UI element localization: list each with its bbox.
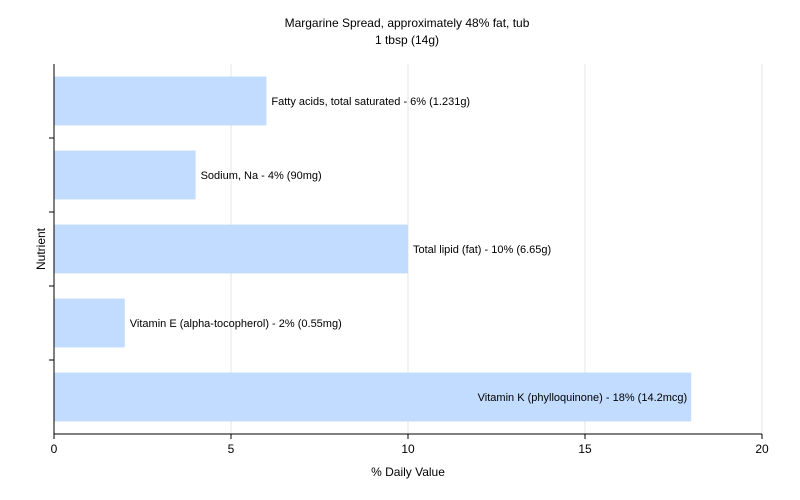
x-tick-label: 15: [578, 442, 592, 456]
bar: [54, 298, 125, 348]
chart-title: Margarine Spread, approximately 48% fat,…: [285, 16, 530, 30]
bars: [54, 76, 692, 422]
bar-data-label: Total lipid (fat) - 10% (6.65g): [413, 244, 551, 256]
x-axis-label: % Daily Value: [371, 465, 445, 479]
y-axis-label: Nutrient: [34, 227, 48, 270]
x-tick-label: 5: [228, 442, 235, 456]
x-tick-label: 0: [51, 442, 58, 456]
x-tick-label: 20: [755, 442, 769, 456]
x-ticks: 0 5 10 15 20: [49, 137, 769, 456]
bar: [54, 224, 408, 274]
chart-subtitle: 1 tbsp (14g): [375, 33, 439, 47]
bar: [54, 372, 692, 422]
bar: [54, 76, 267, 126]
data-labels: Fatty acids, total saturated - 6% (1.231…: [130, 96, 687, 404]
bar-data-label: Sodium, Na - 4% (90mg): [201, 170, 322, 182]
x-tick-label: 10: [401, 442, 415, 456]
bar-data-label: Vitamin K (phylloquinone) - 18% (14.2mcg…: [478, 392, 688, 404]
bar-data-label: Vitamin E (alpha-tocopherol) - 2% (0.55m…: [130, 318, 342, 330]
bar: [54, 150, 196, 200]
bar-data-label: Fatty acids, total saturated - 6% (1.231…: [271, 96, 470, 108]
